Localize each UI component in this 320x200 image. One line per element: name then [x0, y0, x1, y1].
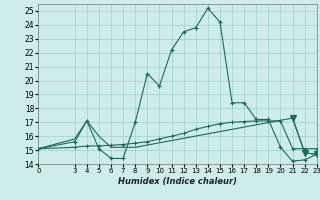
X-axis label: Humidex (Indice chaleur): Humidex (Indice chaleur) [118, 177, 237, 186]
